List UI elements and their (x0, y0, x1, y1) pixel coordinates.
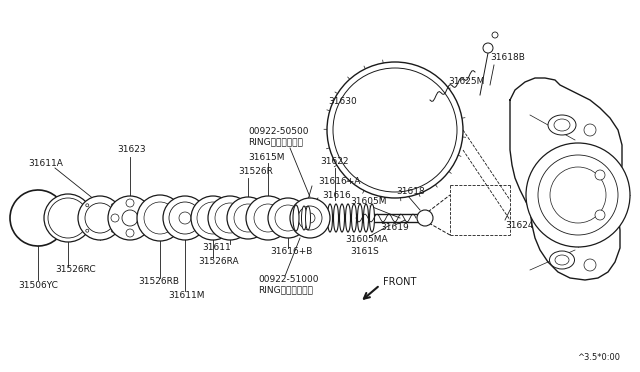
Circle shape (290, 198, 330, 238)
Text: 31625M: 31625M (448, 77, 484, 87)
Circle shape (86, 204, 89, 207)
Text: 31616: 31616 (322, 190, 351, 199)
Text: 31611A: 31611A (28, 158, 63, 167)
Text: RINGリング（１）: RINGリング（１） (258, 285, 313, 295)
Circle shape (111, 229, 114, 232)
Circle shape (417, 210, 433, 226)
Text: 31526RB: 31526RB (138, 278, 179, 286)
Text: 31618: 31618 (396, 187, 425, 196)
Text: 31618B: 31618B (490, 54, 525, 62)
Text: 31615M: 31615M (248, 153, 285, 161)
Text: 3161S: 3161S (350, 247, 379, 257)
Ellipse shape (333, 204, 339, 232)
Text: 31622: 31622 (320, 157, 349, 167)
Circle shape (111, 214, 119, 222)
Circle shape (275, 205, 301, 231)
Circle shape (44, 194, 92, 242)
Circle shape (169, 202, 201, 234)
Text: FRONT: FRONT (383, 277, 417, 287)
Text: 31526R: 31526R (238, 167, 273, 176)
Text: RINGリング（１）: RINGリング（１） (248, 138, 303, 147)
Text: 31611: 31611 (202, 244, 231, 253)
Circle shape (215, 203, 245, 233)
Ellipse shape (555, 255, 569, 265)
Text: 31630: 31630 (328, 97, 356, 106)
Circle shape (126, 229, 134, 237)
Circle shape (327, 62, 463, 198)
Circle shape (234, 204, 262, 232)
Ellipse shape (346, 204, 351, 232)
Ellipse shape (369, 204, 374, 232)
Circle shape (584, 259, 596, 271)
Circle shape (538, 155, 618, 235)
Circle shape (595, 170, 605, 180)
Ellipse shape (550, 251, 575, 269)
Circle shape (141, 214, 149, 222)
Circle shape (254, 204, 282, 232)
Circle shape (246, 196, 290, 240)
Text: 31526RA: 31526RA (198, 257, 239, 266)
Circle shape (227, 197, 269, 239)
Circle shape (305, 213, 315, 223)
Circle shape (78, 196, 122, 240)
Circle shape (208, 196, 252, 240)
Circle shape (483, 43, 493, 53)
Circle shape (584, 124, 596, 136)
Text: 31616+A: 31616+A (318, 177, 360, 186)
Text: 31619: 31619 (380, 224, 409, 232)
Text: ^3.5*0:00: ^3.5*0:00 (577, 353, 620, 362)
Ellipse shape (301, 206, 307, 230)
Circle shape (550, 167, 606, 223)
Circle shape (526, 143, 630, 247)
Circle shape (298, 206, 322, 230)
Text: 31624: 31624 (505, 221, 534, 230)
Circle shape (126, 199, 134, 207)
Ellipse shape (351, 204, 356, 232)
Text: 31605M: 31605M (350, 198, 387, 206)
Circle shape (48, 198, 88, 238)
Ellipse shape (554, 119, 570, 131)
Circle shape (197, 202, 229, 234)
Circle shape (163, 196, 207, 240)
Ellipse shape (305, 206, 310, 230)
Text: 31605MA: 31605MA (345, 235, 388, 244)
Text: 31623: 31623 (117, 145, 146, 154)
Circle shape (333, 68, 457, 192)
Circle shape (122, 210, 138, 226)
Text: 31506YC: 31506YC (18, 280, 58, 289)
Circle shape (85, 203, 115, 233)
Text: 31526RC: 31526RC (55, 266, 95, 275)
Circle shape (268, 198, 308, 238)
Text: 00922-51000: 00922-51000 (258, 276, 319, 285)
Circle shape (179, 212, 191, 224)
Circle shape (86, 229, 89, 232)
Circle shape (144, 202, 176, 234)
Ellipse shape (358, 204, 362, 232)
Circle shape (191, 196, 235, 240)
Circle shape (137, 195, 183, 241)
Circle shape (108, 196, 152, 240)
Circle shape (492, 32, 498, 38)
Ellipse shape (548, 115, 576, 135)
Ellipse shape (339, 204, 344, 232)
Circle shape (111, 204, 114, 207)
Ellipse shape (364, 204, 369, 232)
Ellipse shape (293, 205, 299, 231)
Text: 31616+B: 31616+B (270, 247, 312, 257)
Ellipse shape (328, 204, 333, 232)
Circle shape (595, 210, 605, 220)
Text: 00922-50500: 00922-50500 (248, 128, 308, 137)
Text: 31611M: 31611M (168, 291, 205, 299)
